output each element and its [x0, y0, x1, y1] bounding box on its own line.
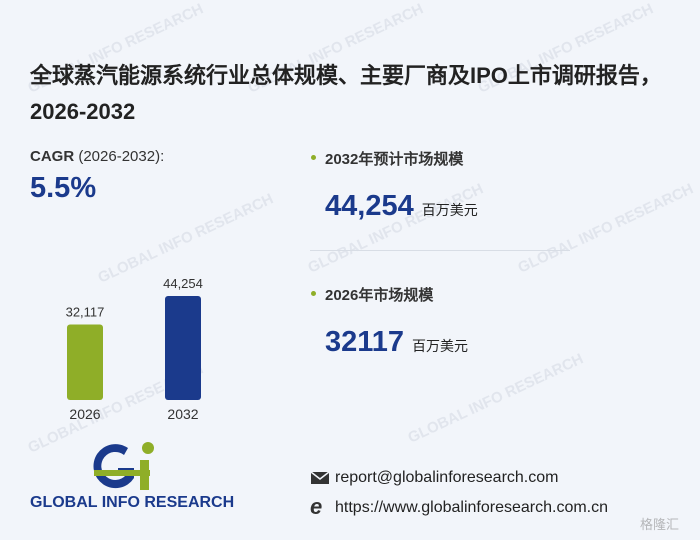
stat: 44,254 百万美元	[325, 190, 478, 223]
email: report@globalinforesearch.com	[335, 469, 559, 486]
logo-icon	[93, 442, 154, 490]
divider	[310, 250, 570, 251]
bullet	[311, 155, 316, 160]
value-label: 44,254	[163, 276, 203, 291]
cagr-value: 5.5%	[30, 172, 97, 204]
watermark: GLOBAL INFO RESEARCH	[405, 350, 587, 447]
stat-label: 2026年市场规模	[325, 287, 434, 304]
corner-watermark: 格隆汇	[640, 517, 680, 532]
stat-unit: 百万美元	[421, 202, 478, 218]
category-label: 2032	[167, 406, 198, 422]
watermark: GLOBAL INFO RESEARCH	[515, 180, 697, 277]
web-icon: e	[310, 494, 323, 519]
bullet	[311, 291, 316, 296]
bar	[67, 324, 103, 400]
logo-text: GLOBAL INFO RESEARCH	[30, 494, 235, 511]
cagr-label: CAGR (2026-2032):	[30, 148, 164, 165]
value-label: 32,117	[66, 305, 105, 320]
stat-value: 44,254	[325, 190, 414, 222]
bar	[165, 296, 201, 400]
cagr-name: CAGR	[30, 148, 75, 165]
bar-chart: 32,117 2026 44,254 2032	[66, 276, 203, 422]
title: 全球蒸汽能源系统行业总体规模、主要厂商及IPO上市调研报告，2026-2032	[30, 63, 662, 124]
cagr-period: (2026-2032):	[78, 148, 165, 165]
stat: 32117 百万美元	[325, 326, 468, 359]
stat-value: 32117	[325, 326, 405, 358]
stat-label: 2032年预计市场规模	[325, 151, 464, 168]
website: https://www.globalinforesearch.com.cn	[335, 499, 609, 516]
email-icon	[310, 471, 330, 484]
stat-unit: 百万美元	[412, 338, 469, 354]
category-label: 2026	[69, 406, 100, 422]
